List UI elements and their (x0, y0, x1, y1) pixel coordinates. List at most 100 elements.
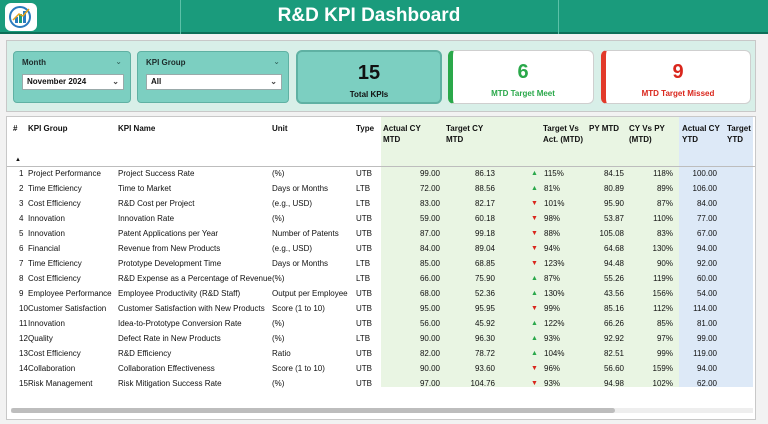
cell-py-mtd: 55.26 (603, 274, 624, 283)
table-row[interactable]: 12 Quality Defect Rate in New Products (%) L… (7, 332, 755, 347)
chevron-down-icon[interactable]: ⌄ (115, 57, 122, 66)
table-row[interactable]: 7 Time Efficiency Prototype Development Ti… (7, 257, 755, 272)
cell-py-mtd: 84.15 (603, 169, 624, 178)
cell-kpi-group: Employee Performance (28, 289, 112, 298)
table-row[interactable]: 2 Time Efficiency Time to Market Days or Mo… (7, 182, 755, 197)
cell-unit: Ratio (272, 349, 291, 358)
kpi-table[interactable]: # KPI Group KPI Name Unit Type Actual CY… (6, 116, 756, 420)
cell-kpi-group: Time Efficiency (28, 184, 82, 193)
cell-kpi-group: Project Performance (28, 169, 101, 178)
table-row[interactable]: 6 Financial Revenue from New Products (e.g.… (7, 242, 755, 257)
cell-target-vs-act: 115% (544, 169, 564, 178)
cell-type: UTB (356, 229, 372, 238)
header-bar: R&D KPI Dashboard (0, 0, 768, 34)
header-py-mtd[interactable]: PY MTD (589, 124, 620, 133)
horizontal-scrollbar-thumb[interactable] (11, 408, 615, 413)
cell-actual-cy-ytd: 114.00 (693, 304, 717, 313)
cell-target-vs-act: 81% (544, 184, 561, 193)
cell-num: 1 (19, 169, 24, 178)
month-select[interactable]: November 2024 ⌄ (22, 74, 124, 90)
table-row[interactable]: 5 Innovation Patent Applications per Year N… (7, 227, 755, 242)
cell-kpi-group: Innovation (28, 214, 65, 223)
header-cy-vs-py[interactable]: CY Vs PY (MTD) (629, 124, 665, 144)
kpi-group-select[interactable]: All ⌄ (146, 74, 282, 90)
kpi-group-filter-label: KPI Group (146, 58, 186, 67)
header-num[interactable]: # (13, 124, 18, 133)
table-row[interactable]: 1 Project Performance Project Success Rate… (7, 167, 755, 182)
cell-kpi-name: Idea-to-Prototype Conversion Rate (118, 319, 242, 328)
cell-cy-vs-py: 97% (656, 334, 673, 343)
cell-actual-cy-mtd: 90.00 (419, 334, 440, 343)
header-target-vs-act[interactable]: Target Vs Act. (MTD) (543, 124, 583, 144)
cell-actual-cy-mtd: 85.00 (419, 259, 440, 268)
cell-target-vs-act: 123% (544, 259, 565, 268)
header-actual-cy-ytd[interactable]: Actual CY YTD (682, 124, 720, 144)
cell-kpi-group: Customer Satisfaction (28, 304, 107, 313)
table-row[interactable]: 10 Customer Satisfaction Customer Satisfac… (7, 302, 755, 317)
cell-target-vs-act: 130% (544, 289, 565, 298)
cell-actual-cy-ytd: 54.00 (696, 289, 717, 298)
header-kpi-name[interactable]: KPI Name (118, 124, 156, 133)
mtd-target-meet-value: 6 (517, 61, 529, 83)
kpi-group-filter[interactable]: KPI Group ⌄ All ⌄ (137, 51, 289, 103)
header-type[interactable]: Type (356, 124, 375, 133)
cell-kpi-name: Prototype Development Time (118, 259, 222, 268)
cell-kpi-name: Customer Satisfaction with New Products (118, 304, 265, 313)
cell-unit: Number of Patents (272, 229, 339, 238)
month-filter[interactable]: Month ⌄ November 2024 ⌄ (13, 51, 131, 103)
triangle-up-icon: ▲ (531, 320, 538, 327)
ytd-column-band (679, 117, 753, 387)
cell-cy-vs-py: 112% (653, 304, 673, 313)
cell-unit: (%) (272, 274, 285, 283)
cell-cy-vs-py: 85% (656, 319, 673, 328)
dropdown-arrow-icon[interactable]: ⌄ (270, 77, 277, 86)
header-actual-cy-mtd[interactable]: Actual CY MTD (383, 124, 421, 144)
table-row[interactable]: 9 Employee Performance Employee Productivi… (7, 287, 755, 302)
table-row[interactable]: 13 Cost Efficiency R&D Efficiency Ratio UTB 8… (7, 347, 755, 362)
cell-actual-cy-mtd: 72.00 (419, 184, 440, 193)
cell-unit: Output per Employee (272, 289, 348, 298)
rd-logo-icon (5, 3, 37, 31)
table-row[interactable]: 3 Cost Efficiency R&D Cost per Project (e.g… (7, 197, 755, 212)
cell-py-mtd: 82.51 (603, 349, 624, 358)
table-row[interactable]: 14 Collaboration Collaboration Effectivene… (7, 362, 755, 377)
cell-target-cy-mtd: 75.90 (474, 274, 495, 283)
cell-kpi-name: Revenue from New Products (118, 244, 221, 253)
chevron-down-icon[interactable]: ⌄ (273, 57, 280, 66)
cell-kpi-name: Employee Productivity (R&D Staff) (118, 289, 241, 298)
header-unit[interactable]: Unit (272, 124, 288, 133)
cell-target-vs-act: 94% (544, 244, 561, 253)
header-target-ytd[interactable]: Target YTD (727, 124, 751, 144)
cell-py-mtd: 80.89 (603, 184, 624, 193)
cell-target-cy-mtd: 104.76 (470, 379, 495, 388)
header-target-cy-mtd[interactable]: Target CY MTD (446, 124, 484, 144)
cell-cy-vs-py: 118% (653, 169, 673, 178)
dropdown-arrow-icon[interactable]: ⌄ (112, 77, 119, 86)
cell-target-cy-mtd: 95.95 (474, 304, 495, 313)
cell-kpi-name: R&D Cost per Project (118, 199, 195, 208)
cell-unit: Days or Months (272, 184, 329, 193)
cell-target-cy-mtd: 78.72 (474, 349, 495, 358)
triangle-down-icon: ▼ (531, 380, 538, 387)
table-row[interactable]: 11 Innovation Idea-to-Prototype Conversion… (7, 317, 755, 332)
cell-py-mtd: 53.87 (603, 214, 624, 223)
cell-actual-cy-mtd: 99.00 (419, 169, 440, 178)
table-row[interactable]: 15 Risk Management Risk Mitigation Success… (7, 377, 755, 392)
triangle-up-icon: ▲ (531, 350, 538, 357)
cell-actual-cy-mtd: 97.00 (419, 379, 440, 388)
cell-kpi-group: Quality (28, 334, 53, 343)
cell-num: 7 (19, 259, 24, 268)
cell-kpi-name: R&D Expense as a Percentage of Revenue (118, 274, 272, 283)
page-title: R&D KPI Dashboard (277, 5, 461, 26)
cell-unit: (%) (272, 379, 285, 388)
table-row[interactable]: 4 Innovation Innovation Rate (%) UTB 59.00 60.… (7, 212, 755, 227)
triangle-down-icon: ▼ (531, 245, 538, 252)
sort-ascending-icon[interactable]: ▲ (15, 157, 21, 163)
table-row[interactable]: 8 Cost Efficiency R&D Expense as a Percent… (7, 272, 755, 287)
cell-num: 12 (19, 334, 28, 343)
header-kpi-group[interactable]: KPI Group (28, 124, 68, 133)
cell-type: UTB (356, 304, 372, 313)
cell-actual-cy-ytd: 81.00 (696, 319, 717, 328)
cell-target-vs-act: 101% (544, 199, 565, 208)
cell-unit: (%) (272, 319, 285, 328)
